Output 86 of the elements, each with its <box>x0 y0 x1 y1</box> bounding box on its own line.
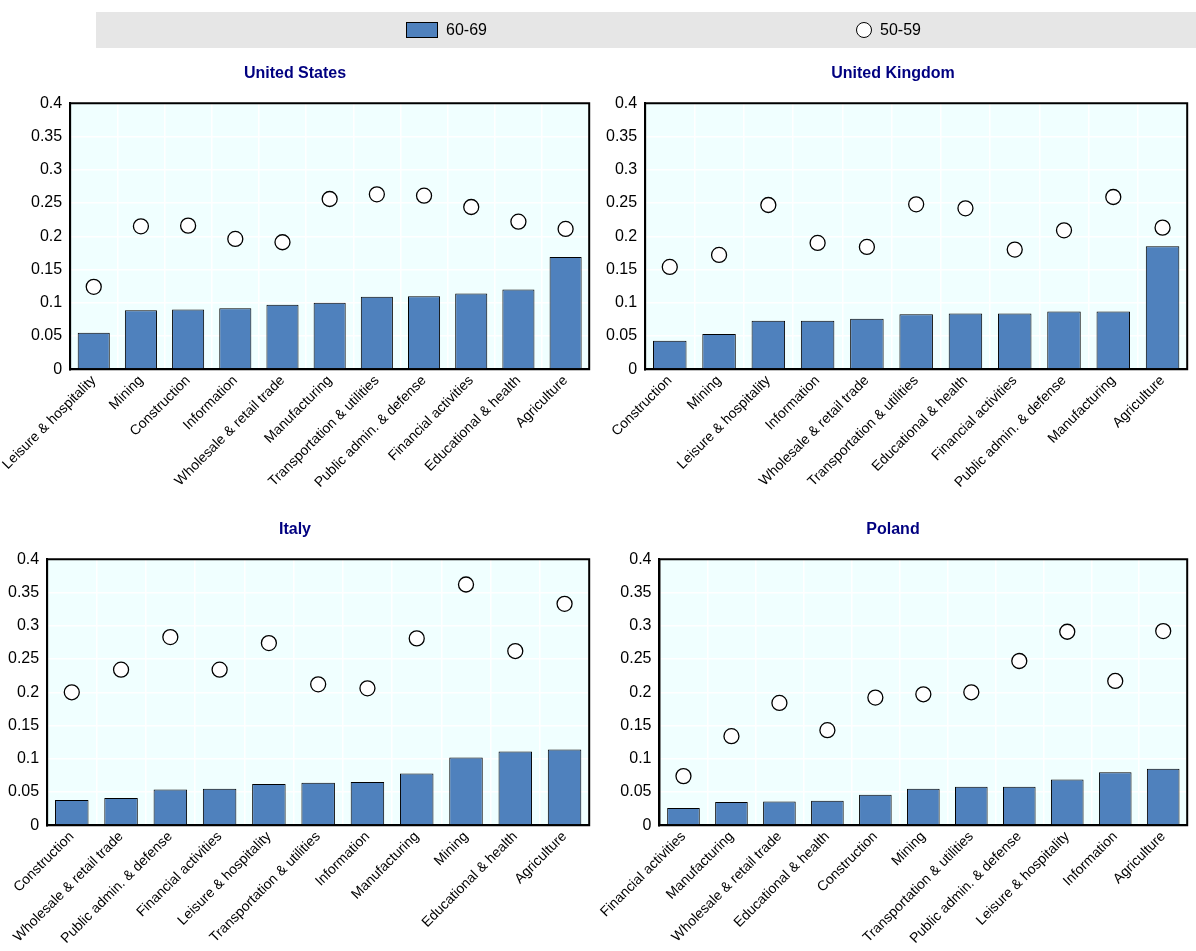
y-tick-label: 0.05 <box>8 782 40 800</box>
point <box>809 234 826 252</box>
point <box>415 187 433 204</box>
y-tick-label: 0 <box>53 359 63 377</box>
point <box>1006 241 1023 258</box>
point <box>1107 672 1124 690</box>
y-tick-label: 0.05 <box>31 326 63 344</box>
point <box>260 634 278 652</box>
point <box>359 680 376 697</box>
y-tick-label: 0.4 <box>39 93 63 111</box>
point <box>771 694 788 712</box>
point <box>710 246 728 264</box>
point <box>63 684 80 701</box>
y-tick-label: 0.35 <box>8 582 40 600</box>
point <box>819 722 836 739</box>
y-tick-label: 0.3 <box>16 616 40 634</box>
y-tick-label: 0.15 <box>8 715 40 733</box>
point <box>661 258 678 276</box>
y-tick-label: 0.4 <box>614 93 638 111</box>
legend-label: 60-69 <box>446 21 487 39</box>
y-tick-label: 0.3 <box>614 160 638 178</box>
point <box>760 196 777 214</box>
y-tick-label: 0.25 <box>8 649 40 667</box>
point <box>1059 623 1076 640</box>
y-tick-label: 0.25 <box>620 649 652 667</box>
point <box>507 642 524 660</box>
y-tick-label: 0.15 <box>620 715 652 733</box>
point <box>1055 222 1073 239</box>
point <box>85 278 102 295</box>
y-tick-label: 0.05 <box>606 326 638 344</box>
point <box>310 676 327 693</box>
point <box>408 630 425 647</box>
point <box>227 230 244 248</box>
y-tick-label: 0.3 <box>39 160 63 178</box>
point <box>179 217 197 234</box>
point <box>675 767 692 785</box>
point <box>723 728 740 745</box>
y-tick-label: 0.2 <box>16 682 40 700</box>
y-tick-label: 0.3 <box>629 616 652 634</box>
point <box>510 213 527 230</box>
y-tick-label: 0 <box>30 815 40 833</box>
point <box>211 661 228 678</box>
y-tick-label: 0.25 <box>31 193 63 211</box>
point <box>368 186 386 203</box>
y-tick-label: 0.2 <box>614 226 638 244</box>
point <box>1155 622 1172 640</box>
point <box>867 689 884 706</box>
point <box>957 200 974 217</box>
point <box>1105 188 1122 206</box>
point <box>557 220 574 238</box>
y-tick-label: 0.1 <box>629 749 652 767</box>
legend-label: 50-59 <box>880 21 921 39</box>
point <box>162 628 179 646</box>
point <box>915 686 932 703</box>
chart-title: United Kingdom <box>831 64 955 82</box>
point <box>963 684 980 701</box>
point <box>1011 652 1028 670</box>
y-tick-label: 0.2 <box>629 682 652 700</box>
y-tick-label: 0.15 <box>606 259 638 277</box>
point <box>858 238 876 256</box>
point <box>321 190 338 208</box>
y-tick-label: 0.4 <box>16 549 40 567</box>
y-tick-label: 0 <box>628 359 638 377</box>
y-tick-label: 0.1 <box>16 749 40 767</box>
y-tick-label: 0.2 <box>39 226 63 244</box>
point <box>132 218 150 235</box>
y-tick-label: 0.25 <box>606 193 638 211</box>
point <box>908 196 925 213</box>
y-tick-label: 0.05 <box>620 782 652 800</box>
point <box>112 661 130 678</box>
y-tick-label: 0.4 <box>629 549 652 567</box>
y-tick-label: 0 <box>642 815 652 833</box>
chart-title: United States <box>243 64 347 82</box>
y-tick-label: 0.15 <box>31 259 63 277</box>
point <box>457 576 475 593</box>
point <box>1154 219 1171 236</box>
point <box>274 234 291 251</box>
chart-title: Italy <box>278 520 312 538</box>
y-tick-label: 0.35 <box>606 126 638 144</box>
point <box>463 198 480 216</box>
y-tick-label: 0.1 <box>614 293 638 311</box>
chart-title: Poland <box>866 520 920 538</box>
point <box>556 595 573 612</box>
y-tick-label: 0.35 <box>31 126 63 144</box>
y-tick-label: 0.35 <box>620 582 652 600</box>
y-tick-label: 0.1 <box>39 293 63 311</box>
